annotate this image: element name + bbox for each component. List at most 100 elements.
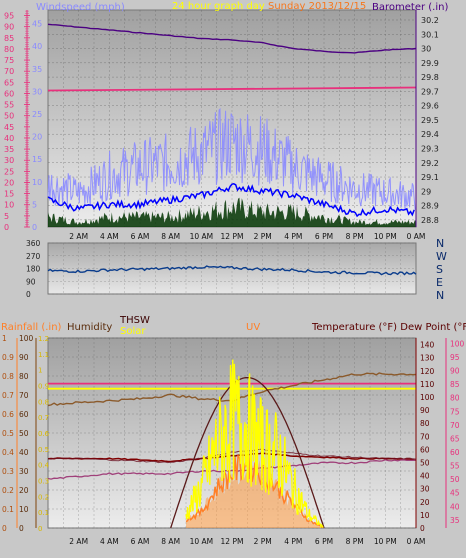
rainfall-tick-label: 0.2 — [2, 486, 14, 495]
uv-tick-label: 1 — [38, 367, 42, 375]
x-tick-label: 6 AM — [131, 537, 150, 546]
solar-line — [185, 359, 324, 529]
dewpoint-tick-label: 55 — [450, 462, 460, 471]
humidity-tick-label: 40 — [19, 448, 29, 457]
windspeed-tick-label: 55 — [4, 101, 14, 110]
windspeed-tick-label: 5 — [4, 212, 9, 221]
humidity-tick-label: 10 — [19, 505, 29, 514]
wind-inner-tick-label: 10 — [32, 178, 42, 187]
windspeed-tick-label: 90 — [4, 23, 14, 32]
temperature-tick-label: 110 — [420, 380, 435, 389]
x-tick-label: 0 AM — [407, 232, 426, 241]
x-tick-label: 2 PM — [254, 537, 272, 546]
x-tick-label: 12 PM — [221, 232, 244, 241]
wind-inner-tick-label: 20 — [32, 133, 42, 142]
direction-tick-label: 90 — [26, 277, 36, 286]
barometer-tick-label: 29.6 — [421, 102, 439, 111]
compass-label: N — [436, 289, 444, 302]
barometer-tick-label: 29.8 — [421, 73, 439, 82]
x-tick-label: 2 AM — [69, 232, 88, 241]
wind-title: Windspeed (mph) — [36, 2, 125, 13]
x-tick-label: 4 PM — [284, 537, 302, 546]
uv-tick-label: 0.1 — [38, 509, 49, 517]
direction-series — [47, 265, 417, 276]
windspeed-tick-label: 80 — [4, 45, 14, 54]
rainfall-tick-label: 0.1 — [2, 505, 14, 514]
dewpoint-tick-label: 50 — [450, 475, 460, 484]
humidity-tick-label: 30 — [19, 467, 29, 476]
rainfall-tick-label: 0.8 — [2, 372, 14, 381]
windspeed-tick-label: 75 — [4, 56, 14, 65]
windspeed-tick-label: 95 — [4, 12, 14, 21]
windspeed-tick-label: 45 — [4, 123, 14, 132]
uv-tick-label: 0.5 — [38, 446, 49, 454]
wind-speed-line — [47, 183, 415, 218]
direction-grid — [48, 242, 416, 295]
uv-tick-label: 0.6 — [38, 430, 50, 438]
uv-tick-label: 1.2 — [38, 335, 49, 343]
x-tick-label: 4 AM — [100, 537, 119, 546]
uv-tick-label: 0.4 — [38, 462, 50, 470]
windspeed-tick-label: 0 — [4, 223, 9, 232]
rainfall-title: Rainfall (.in) — [1, 322, 62, 333]
windspeed-tick-label: 35 — [4, 145, 14, 154]
humidity-title: Humidity — [67, 322, 112, 333]
temperature-tick-label: 120 — [420, 367, 435, 376]
dewpoint-tick-label: 35 — [450, 516, 460, 525]
barometer-tick-label: 28.8 — [421, 216, 439, 225]
x-tick-label: 6 PM — [315, 537, 333, 546]
humidity-tick-label: 20 — [19, 486, 29, 495]
uv-tick-label: 0.7 — [38, 414, 49, 422]
x-tick-label: 12 PM — [221, 537, 244, 546]
x-tick-label: 2 AM — [69, 537, 88, 546]
wind-inner-tick-label: 35 — [32, 65, 42, 74]
rainfall-tick-label: 0.4 — [2, 448, 14, 457]
wind-inner-tick-label: 40 — [32, 42, 42, 51]
weather-series — [47, 359, 417, 529]
rainfall-tick-label: 1 — [2, 334, 7, 343]
humidity-tick-label: 70 — [19, 391, 29, 400]
windspeed-tick-label: 85 — [4, 34, 14, 43]
temperature-tick-label: 0 — [420, 524, 425, 533]
dewpoint-tick-label: 45 — [450, 489, 460, 498]
barometer-tick-label: 29.2 — [421, 159, 439, 168]
wind-inner-tick-label: 0 — [32, 223, 37, 232]
uv-tick-label: 0.9 — [38, 383, 49, 391]
x-tick-label: 10 AM — [190, 232, 214, 241]
rainfall-tick-label: 0.9 — [2, 353, 14, 362]
uv-title: UV — [246, 322, 260, 333]
dewpoint-tick-label: 70 — [450, 421, 460, 430]
direction-tick-label: 270 — [26, 252, 41, 261]
x-tick-label: 4 PM — [284, 232, 302, 241]
barometer-tick-label: 29.1 — [421, 173, 439, 182]
graph-title: 24 hour graph day — [172, 1, 265, 12]
barometer-title: Barometer (.in) — [372, 2, 448, 13]
temperature-tick-label: 50 — [420, 458, 430, 467]
direction-tick-label: 360 — [26, 239, 41, 248]
dewpoint-tick-label: 80 — [450, 394, 460, 403]
barometer-tick-label: 30 — [421, 45, 431, 54]
humidity-tick-label: 80 — [19, 372, 29, 381]
pink-reference-line — [47, 86, 417, 92]
temperature-tick-label: 140 — [420, 341, 435, 350]
barometer-tick-label: 29.5 — [421, 116, 439, 125]
direction-tick-label: 0 — [26, 290, 31, 299]
humidity-tick-label: 90 — [19, 353, 29, 362]
temperature-tick-label: 90 — [420, 406, 430, 415]
uv-tick-label: 0.2 — [38, 493, 49, 501]
x-tick-label: 8 AM — [161, 537, 180, 546]
humidity-tick-label: 50 — [19, 429, 29, 438]
dewpoint-tick-label: 95 — [450, 353, 460, 362]
humidity-tick-label: 0 — [19, 524, 24, 533]
x-tick-label: 6 AM — [131, 232, 150, 241]
solar-theoretical-curve — [170, 376, 325, 529]
dewpoint-line — [47, 459, 417, 480]
windspeed-tick-label: 40 — [4, 134, 14, 143]
wind-inner-tick-label: 15 — [32, 155, 42, 164]
solar-title: Solar — [120, 326, 146, 337]
thsw-line — [47, 448, 417, 464]
rainfall-tick-label: 0.3 — [2, 467, 14, 476]
wind-inner-tick-label: 5 — [32, 200, 37, 209]
